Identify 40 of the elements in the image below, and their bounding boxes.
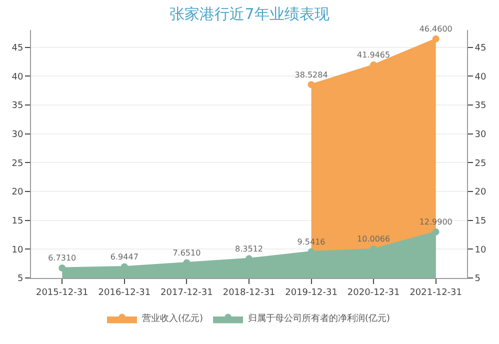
point (308, 81, 315, 88)
x-tick-label: 2016-12-31 (98, 288, 151, 298)
data-label: 10.0066 (357, 234, 390, 244)
y-tick-label: 15 (12, 216, 24, 226)
data-label: 38.5284 (294, 70, 328, 80)
y2-tick-label: 40 (474, 72, 487, 82)
y2-tick-label: 10 (474, 245, 487, 256)
y-tick-label: 20 (12, 188, 24, 198)
y2-tick-label: 5 (474, 274, 481, 284)
x-tick-label: 2021-12-31 (410, 288, 462, 298)
y2-tick-label: 25 (474, 158, 486, 169)
point (432, 228, 440, 236)
y-tick-label: 25 (12, 158, 24, 169)
y2-tick-label: 15 (474, 216, 486, 226)
y2-tick-label: 45 (474, 43, 486, 54)
point (432, 35, 440, 42)
data-label: 7.6510 (172, 248, 201, 258)
data-label: 46.4600 (419, 24, 452, 34)
legend-label: 归属于母公司所有者的净利润(亿元) (248, 312, 390, 324)
x-tick-label: 2015-12-31 (36, 288, 88, 298)
y-tick-label: 10 (12, 245, 24, 256)
y-tick-label: 30 (12, 130, 24, 140)
x-tick-label: 2020-12-31 (347, 288, 400, 298)
y2-tick-label: 20 (474, 188, 487, 198)
y-tick-label: 40 (12, 72, 24, 82)
data-label: 6.7310 (48, 254, 76, 263)
x-tick-label: 2018-12-31 (222, 288, 276, 298)
y2-tick-label: 35 (474, 101, 486, 112)
data-label: 6.9447 (110, 252, 138, 262)
data-label: 41.9465 (357, 50, 390, 60)
data-label: 8.3512 (235, 244, 263, 254)
legend-label: 营业收入(亿元) (142, 312, 204, 324)
x-tick-label: 2017-12-31 (160, 288, 213, 298)
x-tick-label: 2019-12-31 (285, 288, 338, 298)
y-tick-label: 35 (12, 101, 24, 112)
y-tick-label: 5 (17, 274, 24, 284)
chart-title: 张家港行近7年业绩表现 (170, 5, 330, 24)
y2-tick-label: 30 (474, 130, 487, 140)
point (58, 264, 66, 272)
y-tick-label: 45 (12, 43, 24, 54)
